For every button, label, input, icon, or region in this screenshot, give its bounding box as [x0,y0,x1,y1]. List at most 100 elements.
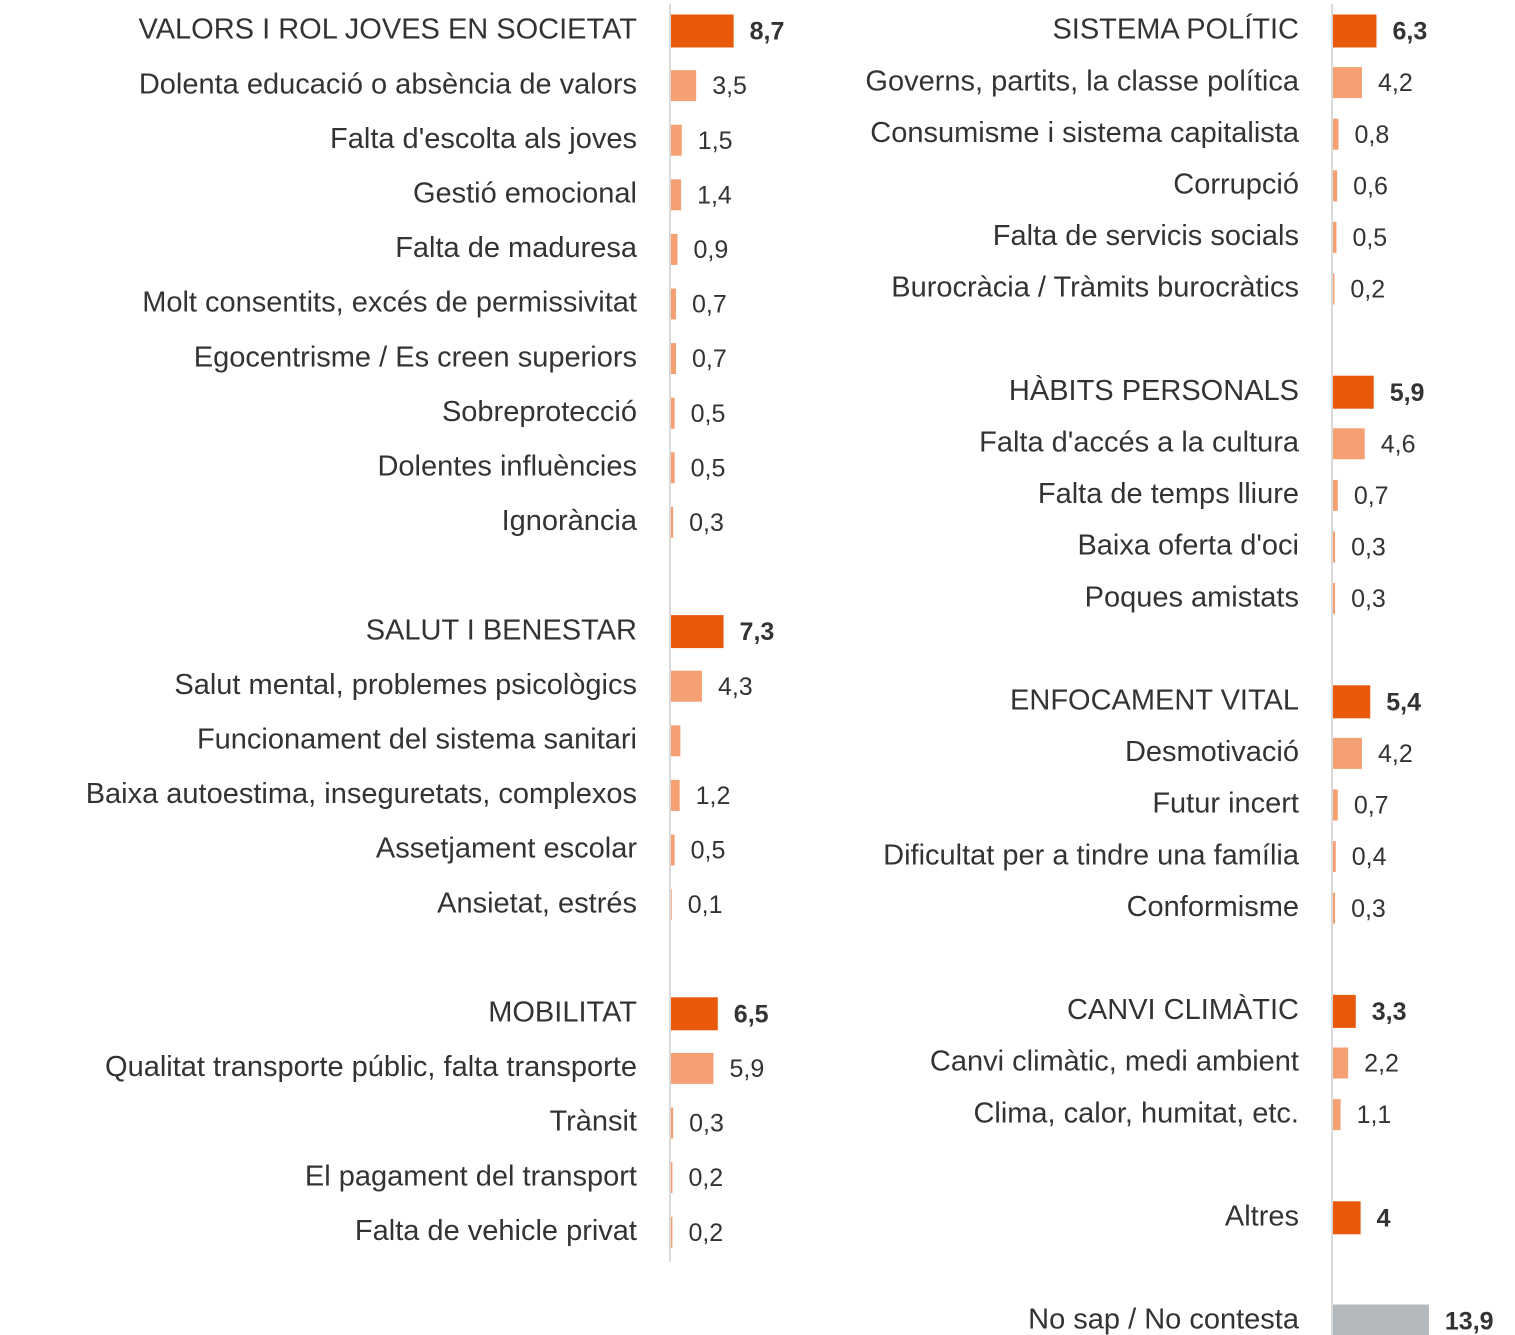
bar [1333,737,1362,769]
category-label: Altres [1225,1200,1299,1232]
value-label: 4,2 [1378,69,1413,97]
value-label: 0,4 [1352,843,1387,871]
value-label: 0,5 [1352,224,1387,252]
bar [1333,841,1336,873]
value-label: 0,3 [1351,895,1386,923]
bar [671,452,675,484]
category-label: Dolentes influències [377,450,637,482]
bar [1333,479,1338,511]
category-label: MOBILITAT [488,996,637,1028]
value-label: 6,5 [734,1000,769,1028]
category-label: Corrupció [1173,168,1299,200]
bar [1333,1304,1429,1335]
category-label: Gestió emocional [413,177,637,209]
value-label: 8,7 [750,18,785,46]
value-label: 0,3 [689,509,724,537]
value-label: 13,9 [1445,1308,1494,1335]
value-label: 0,2 [688,1164,723,1192]
category-label: HÀBITS PERSONALS [1009,374,1299,407]
value-label: 0,3 [689,1110,724,1138]
value-label: 4,3 [718,673,753,701]
value-label: 0,5 [691,454,726,482]
category-label: Governs, partits, la classe política [865,65,1299,97]
bar [1333,583,1336,615]
bar [671,779,680,811]
category-label: Ignorància [502,505,638,537]
category-label: Consumisme i sistema capitalista [870,117,1300,149]
value-label: 3,5 [712,72,747,100]
bar [1333,531,1336,563]
value-label: 7,3 [740,618,775,646]
category-label: Ansietat, estrés [437,887,637,919]
category-label: El pagament del transport [305,1160,637,1192]
value-label: 1,1 [1357,1101,1392,1129]
value-label: 4 [1377,1204,1391,1232]
bar [1333,1099,1341,1131]
category-label: Poques amistats [1085,581,1299,613]
category-label: Molt consentits, excés de permissivitat [142,287,637,319]
category-label: Trànsit [549,1106,637,1138]
bar [1333,685,1371,719]
value-label: 0,9 [693,236,728,264]
category-label: Qualitat transporte públic, falta transp… [105,1051,637,1083]
bar [671,506,674,538]
value-label: 1,4 [697,181,732,209]
category-label: Funcionament del sistema sanitari [197,723,637,755]
category-label: No sap / No contesta [1028,1304,1300,1335]
bar [1333,994,1356,1028]
category-label: Burocràcia / Tràmits burocràtics [891,272,1299,304]
value-label: 4,2 [1378,740,1413,768]
value-label: 1,2 [696,782,731,810]
value-label: 1,5 [698,127,733,155]
category-label: Dolenta educació o absència de valors [139,68,637,100]
value-label: 0,2 [688,1219,723,1247]
category-label: SISTEMA POLÍTIC [1052,13,1299,46]
value-label: 5,4 [1386,688,1421,716]
value-label: 6,3 [1392,18,1427,46]
value-label: 0,7 [1354,482,1389,510]
bar [671,670,702,702]
bar [671,14,734,48]
value-label: 0,2 [1350,276,1385,304]
category-label: Canvi climàtic, medi ambient [930,1046,1299,1078]
bar [671,70,697,102]
category-label: Falta de servicis socials [993,220,1299,252]
bar [671,124,682,156]
bar [1333,428,1365,460]
value-label: 0,5 [691,400,726,428]
bar [671,288,677,320]
bar [671,615,724,649]
bar [1333,221,1337,253]
category-label: Falta d'accés a la cultura [979,426,1300,458]
category-label: VALORS I ROL JOVES EN SOCIETAT [139,14,638,46]
value-label: 0,6 [1353,172,1388,200]
category-label: Falta de temps lliure [1038,478,1299,510]
category-label: ENFOCAMENT VITAL [1010,684,1299,716]
category-label: Desmotivació [1125,736,1299,768]
value-label: 0,3 [1351,534,1386,562]
bar [671,834,675,866]
bar [1333,170,1338,202]
bar [671,1216,673,1248]
bar [671,343,677,375]
value-label: 5,9 [729,1055,764,1083]
value-label: 0,5 [691,837,726,865]
category-label: Baixa autoestima, inseguretats, complexo… [86,778,637,810]
category-label: Dificultat per a tindre una família [883,839,1300,871]
bar [671,233,678,265]
category-label: Baixa oferta d'oci [1077,530,1299,562]
bar [1333,1201,1361,1235]
category-label: CANVI CLIMÀTIC [1067,993,1299,1026]
category-label: SALUT I BENESTAR [366,614,637,646]
value-label: 3,3 [1372,998,1407,1026]
bar [1333,118,1339,150]
category-label: Sobreprotecció [442,396,637,428]
value-label: 2,2 [1364,1050,1399,1078]
bar [671,889,672,921]
category-label: Falta de vehicle privat [355,1215,637,1247]
value-label: 5,9 [1390,379,1425,407]
value-label: 0,8 [1355,121,1390,149]
category-label: Falta de maduresa [395,232,638,264]
category-label: Egocentrisme / Es creen superiors [194,341,637,373]
